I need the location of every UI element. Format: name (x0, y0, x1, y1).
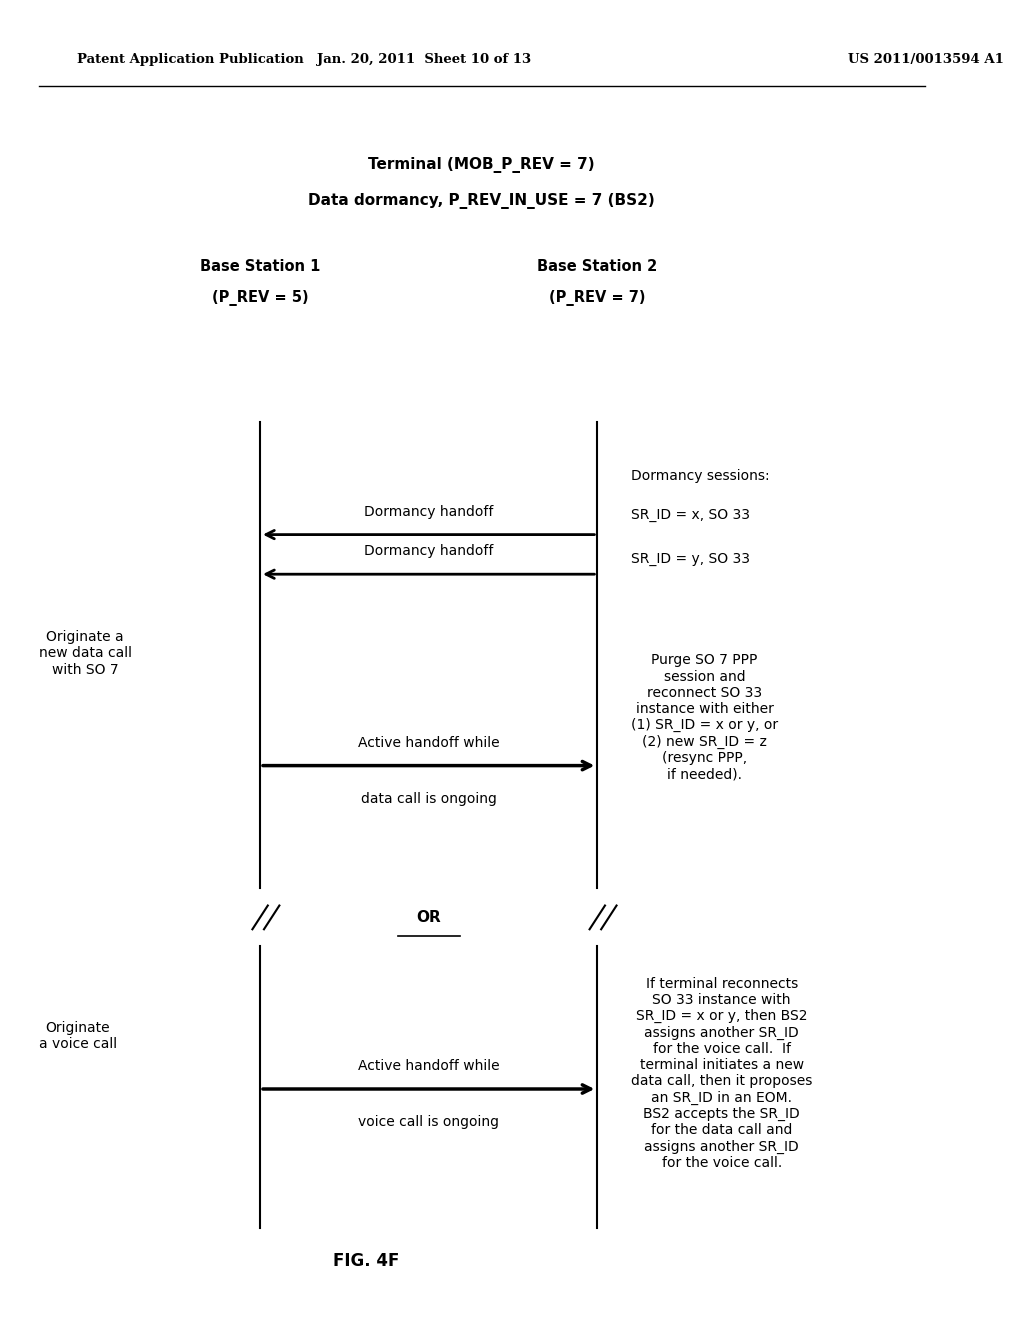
Text: Originate
a voice call: Originate a voice call (39, 1022, 117, 1051)
Text: Active handoff while: Active handoff while (357, 1059, 500, 1073)
Text: Active handoff while: Active handoff while (357, 735, 500, 750)
Text: Originate a
new data call
with SO 7: Originate a new data call with SO 7 (39, 630, 131, 677)
Text: voice call is ongoing: voice call is ongoing (358, 1115, 499, 1130)
Text: SR_ID = y, SO 33: SR_ID = y, SO 33 (631, 552, 750, 566)
Text: Terminal (MOB_P_REV = 7): Terminal (MOB_P_REV = 7) (369, 157, 595, 173)
Text: SR_ID = x, SO 33: SR_ID = x, SO 33 (631, 508, 750, 523)
Text: US 2011/0013594 A1: US 2011/0013594 A1 (848, 53, 1004, 66)
Text: Jan. 20, 2011  Sheet 10 of 13: Jan. 20, 2011 Sheet 10 of 13 (316, 53, 530, 66)
Text: Data dormancy, P_REV_IN_USE = 7 (BS2): Data dormancy, P_REV_IN_USE = 7 (BS2) (308, 193, 655, 209)
Text: If terminal reconnects
SO 33 instance with
SR_ID = x or y, then BS2
assigns anot: If terminal reconnects SO 33 instance wi… (631, 977, 812, 1170)
Text: Dormancy sessions:: Dormancy sessions: (631, 469, 770, 483)
Text: data call is ongoing: data call is ongoing (360, 792, 497, 807)
Text: FIG. 4F: FIG. 4F (333, 1251, 399, 1270)
Text: Dormancy handoff: Dormancy handoff (364, 504, 494, 519)
Text: Base Station 2: Base Station 2 (538, 259, 657, 275)
Text: Purge SO 7 PPP
session and
reconnect SO 33
instance with either
(1) SR_ID = x or: Purge SO 7 PPP session and reconnect SO … (631, 653, 778, 781)
Text: Base Station 1: Base Station 1 (200, 259, 321, 275)
Text: OR: OR (417, 909, 441, 925)
Text: Dormancy handoff: Dormancy handoff (364, 544, 494, 558)
Text: Patent Application Publication: Patent Application Publication (77, 53, 304, 66)
Text: (P_REV = 5): (P_REV = 5) (212, 290, 308, 306)
Text: (P_REV = 7): (P_REV = 7) (549, 290, 645, 306)
